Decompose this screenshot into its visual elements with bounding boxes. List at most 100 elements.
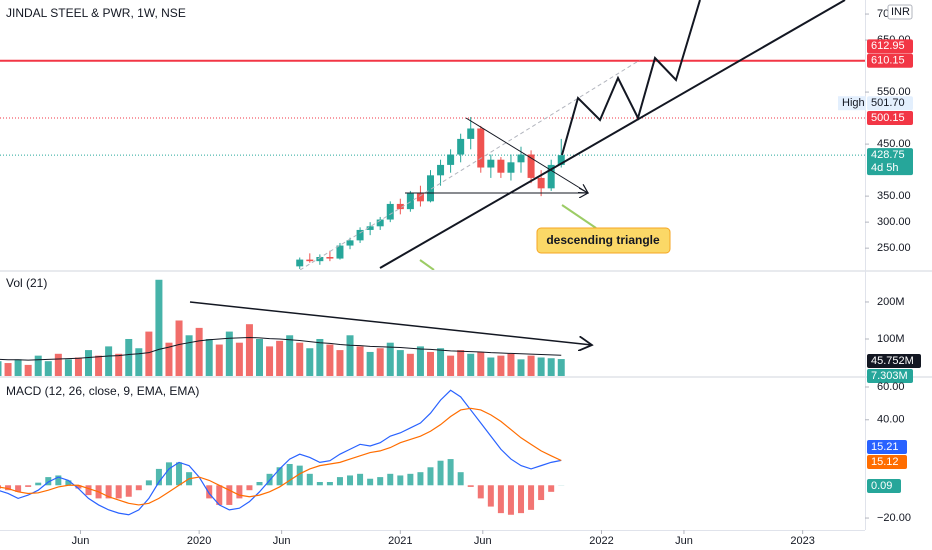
- candle-body: [517, 154, 525, 163]
- price-pane: [0, 59, 865, 269]
- macd-histogram: [387, 473, 394, 486]
- signal-last-bg: [867, 455, 907, 469]
- macd-histogram: [286, 463, 293, 486]
- volume-bar: [74, 357, 82, 376]
- macd-line: [0, 407, 562, 506]
- macd-histogram: [45, 477, 52, 486]
- macd-histogram: [507, 485, 514, 515]
- projection-path: [561, 0, 701, 156]
- y-tick-label: 300.00: [877, 216, 911, 228]
- macd-histogram: [316, 482, 323, 486]
- y-tick-label: 40.00: [877, 414, 905, 426]
- candle-body: [396, 203, 404, 210]
- currency-bg: [887, 4, 913, 20]
- volume-ma: [0, 337, 562, 361]
- x-tick-label: 2021: [388, 535, 412, 547]
- candle-body: [326, 256, 334, 259]
- x-tick-label: Jun: [273, 535, 291, 547]
- volume-bar: [235, 342, 243, 376]
- volume-bar: [215, 344, 223, 376]
- volume-bar: [266, 346, 274, 376]
- trend-line: [379, 0, 846, 269]
- candle-body: [507, 162, 515, 173]
- price-label: 610.15: [871, 55, 905, 67]
- volume-bar: [547, 358, 555, 376]
- volume-bar: [185, 335, 193, 376]
- volume-bar: [336, 350, 344, 376]
- volume-bar: [54, 353, 62, 376]
- callout-pointer: [419, 259, 435, 270]
- currency: INR: [891, 6, 910, 18]
- macd-histogram: [206, 485, 213, 499]
- candle-body: [346, 240, 354, 246]
- macd-pane: [0, 389, 565, 516]
- macd-histogram: [296, 465, 303, 486]
- volume-bar: [256, 338, 263, 376]
- plot-layer: [0, 59, 865, 516]
- volume-bar: [306, 348, 314, 376]
- volume-bar: [477, 351, 485, 376]
- volume-bar: [165, 342, 173, 376]
- x-tick-label: 2023: [790, 535, 814, 547]
- volume-bar: [346, 335, 354, 376]
- tag-bg: [838, 96, 866, 111]
- price-tag: High: [842, 97, 865, 109]
- macd-histogram: [165, 462, 172, 486]
- macd-histogram: [115, 485, 122, 499]
- x-tick-label: 2022: [589, 535, 613, 547]
- macd-histogram: [256, 482, 263, 486]
- candle-body: [356, 229, 364, 241]
- macd-histogram: [407, 473, 414, 486]
- macd-histogram: [176, 462, 183, 486]
- macd-histogram: [367, 478, 374, 486]
- macd-histogram: [538, 485, 545, 501]
- volume-title: Vol (21): [6, 276, 47, 290]
- chart-title: JINDAL STEEL & PWR, 1W, NSE: [6, 6, 186, 20]
- volume-trend-arrow: [189, 301, 592, 345]
- volume-bar: [386, 342, 394, 376]
- volume-pane: [0, 279, 565, 376]
- volume-bar: [175, 320, 183, 376]
- volume-bar: [85, 350, 93, 376]
- volume-bar: [437, 348, 445, 376]
- volume-bar: [366, 351, 374, 376]
- macd-histogram: [145, 480, 152, 486]
- volume-bar: [487, 357, 495, 376]
- volume-bar: [517, 359, 525, 376]
- macd-histogram: [25, 485, 32, 487]
- macd-title: MACD (12, 26, close, 9, EMA, EMA): [6, 384, 199, 398]
- macd-histogram: [5, 485, 12, 491]
- hist-last-bg: [867, 479, 901, 493]
- macd-histogram: [236, 485, 243, 499]
- macd-histogram: [105, 485, 112, 499]
- macd-histogram: [216, 485, 223, 505]
- volume-bar: [457, 350, 465, 376]
- volume-bar: [467, 353, 475, 376]
- candle-body: [437, 164, 445, 176]
- callout-text: descending triangle: [546, 233, 660, 247]
- macd-last-bg: [867, 440, 907, 454]
- volume-bar: [135, 348, 143, 376]
- macd-histogram: [377, 477, 384, 486]
- y-tick-label: 250.00: [877, 242, 911, 254]
- volume-bar: [24, 364, 32, 376]
- candle-body: [386, 203, 394, 220]
- macd-histogram: [477, 485, 484, 499]
- volume-bar: [326, 344, 334, 376]
- signal-last: 15.12: [871, 456, 899, 468]
- volume-bar: [507, 353, 515, 376]
- candle-body: [547, 164, 555, 189]
- macd-histogram: [306, 473, 313, 486]
- macd-histogram: [548, 485, 555, 492]
- macd-histogram: [357, 473, 364, 486]
- volume-bar: [155, 279, 163, 376]
- volume-bar: [245, 324, 253, 376]
- price-label-bg: [867, 111, 913, 126]
- x-tick-label: Jun: [675, 535, 693, 547]
- candle-body: [376, 219, 384, 227]
- price-label: 501.70: [871, 97, 905, 109]
- macd-histogram: [55, 475, 62, 486]
- callout-pointer: [561, 204, 597, 229]
- y-tick-label: 60.00: [877, 381, 905, 393]
